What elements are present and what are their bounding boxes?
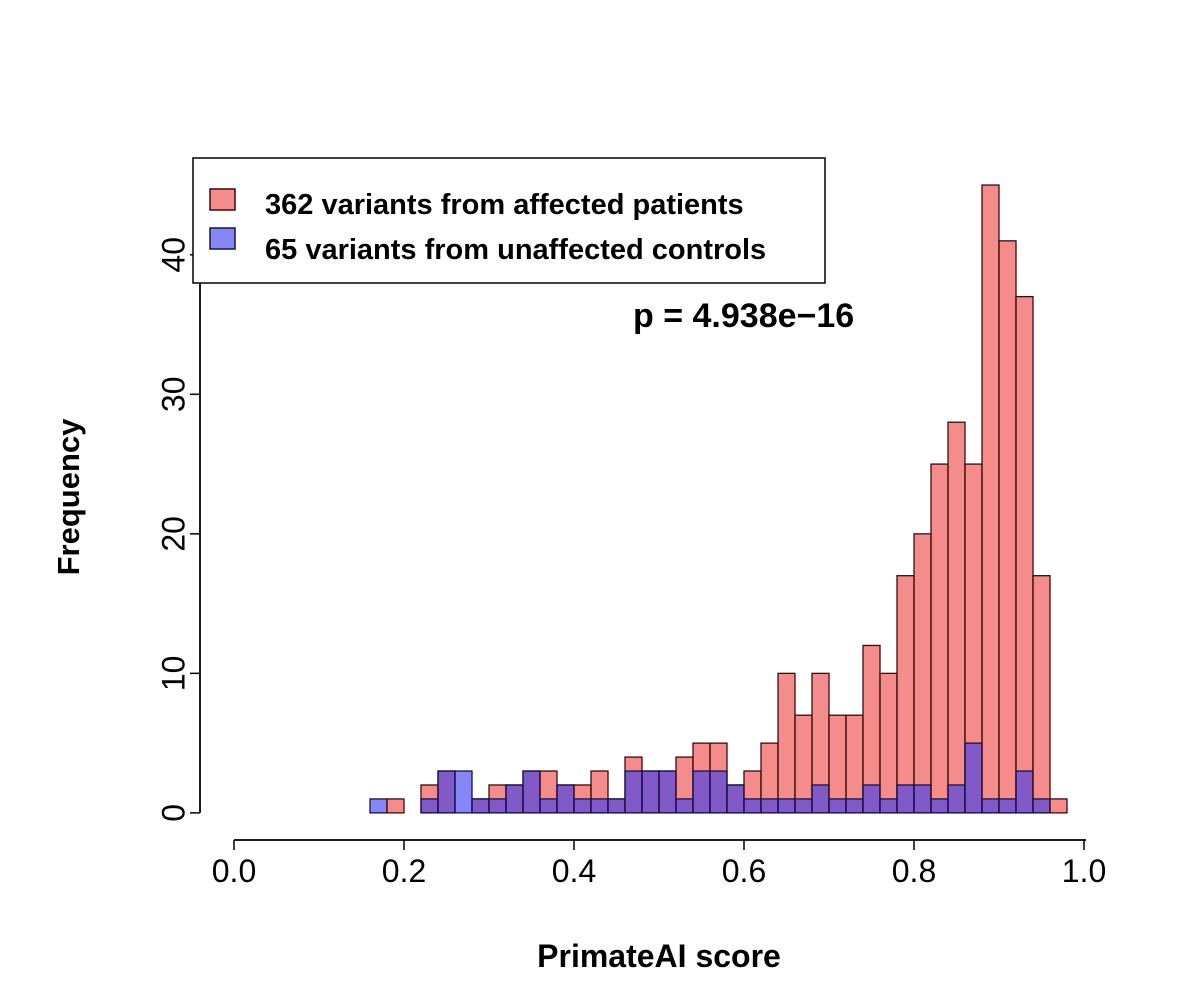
svg-text:0.0: 0.0 [212, 853, 256, 889]
svg-text:30: 30 [155, 377, 191, 413]
svg-text:p = 4.938e−16: p = 4.938e−16 [633, 297, 854, 335]
svg-text:Frequency: Frequency [51, 418, 86, 576]
svg-text:20: 20 [155, 516, 191, 552]
svg-text:65 variants from unaffected co: 65 variants from unaffected controls [265, 234, 766, 266]
svg-text:1.0: 1.0 [1062, 853, 1106, 889]
svg-text:0.4: 0.4 [552, 853, 596, 889]
svg-text:0.6: 0.6 [722, 853, 766, 889]
svg-text:0.8: 0.8 [892, 853, 936, 889]
svg-text:10: 10 [155, 656, 191, 692]
svg-text:PrimateAI score: PrimateAI score [537, 938, 781, 974]
svg-text:362 variants from affected pat: 362 variants from affected patients [265, 189, 744, 221]
svg-text:0: 0 [155, 804, 191, 822]
svg-text:0.2: 0.2 [382, 853, 426, 889]
svg-text:40: 40 [155, 237, 191, 273]
